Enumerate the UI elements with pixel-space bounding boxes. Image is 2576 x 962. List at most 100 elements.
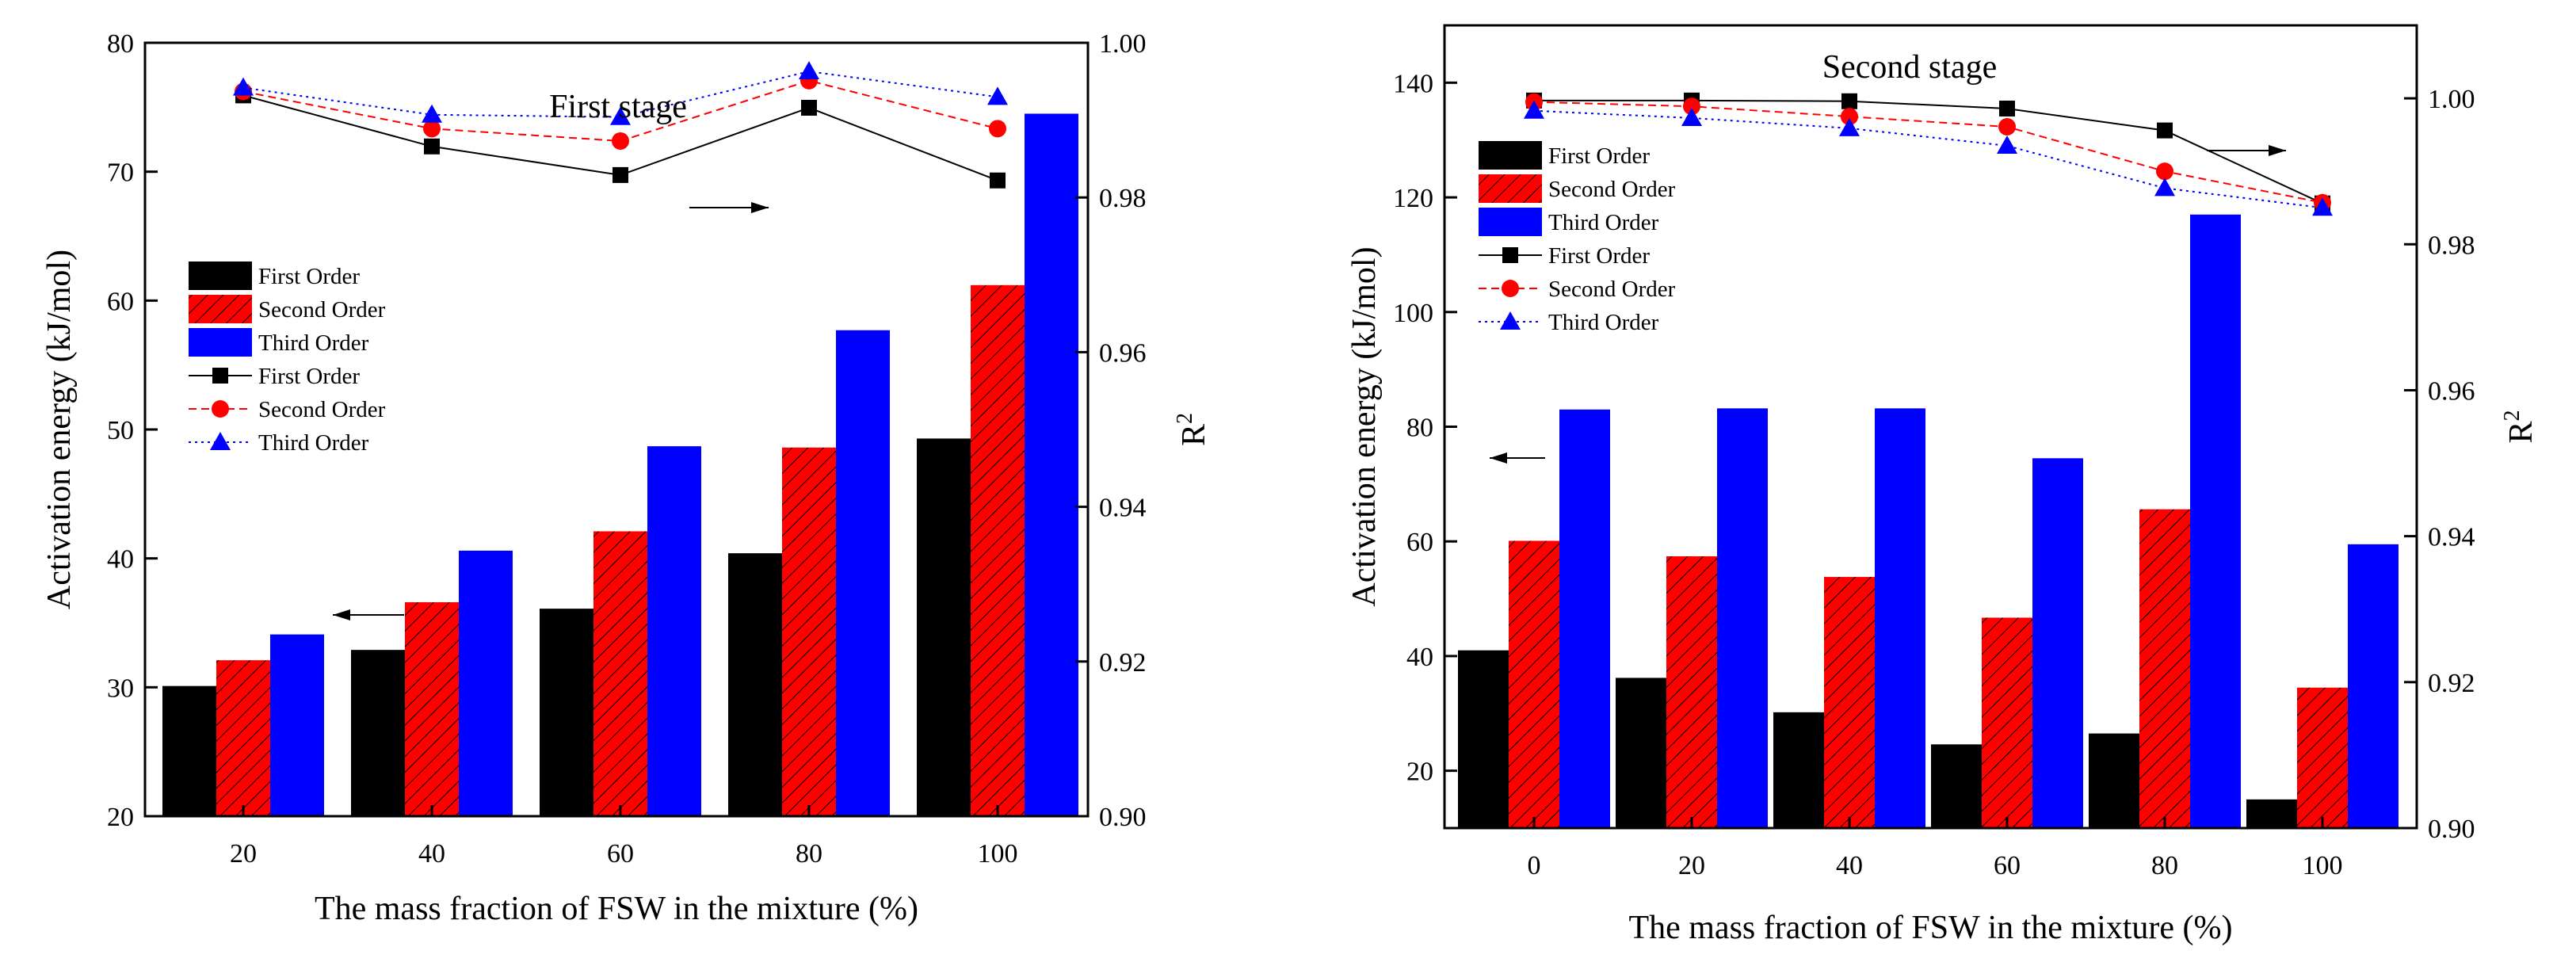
legend-label: First Order [1548, 243, 1650, 269]
y-tick-label: 40 [107, 545, 134, 575]
y-tick-label: 70 [107, 158, 134, 188]
x-axis-title: The mass fraction of FSW in the mixture … [315, 891, 918, 927]
legend-swatch-bar [1479, 141, 1542, 170]
bar-second-order-40 [1824, 577, 1875, 828]
point-r2-third-order-40 [1839, 117, 1860, 136]
y2-tick-label: 0.92 [1099, 648, 1147, 678]
legend-label: Second Order [258, 297, 386, 323]
bar-third-order-40 [459, 550, 513, 816]
bar-second-order-60 [1982, 617, 2032, 828]
x-tick-label: 20 [1678, 851, 1705, 880]
point-r2-second-order-80 [2156, 162, 2173, 181]
line-r2-first-order [1534, 99, 2323, 204]
x-tick-label: 40 [1836, 851, 1863, 880]
bar-first-order-40 [1773, 712, 1824, 828]
y2-tick-label: 0.98 [2428, 231, 2475, 260]
bar-first-order-80 [2089, 733, 2139, 828]
y-tick-label: 120 [1393, 184, 1433, 213]
y2-axis-title-base: R [2503, 421, 2540, 443]
bar-second-order-0 [1509, 540, 1559, 828]
x-tick-label: 0 [1528, 851, 1541, 880]
bar-second-order-60 [593, 531, 647, 816]
legend-swatch-bar [189, 261, 252, 290]
x-tick-label: 60 [607, 839, 634, 868]
bar-third-order-40 [1875, 408, 1925, 828]
legend-label: Third Order [258, 330, 369, 356]
x-axis-title: The mass fraction of FSW in the mixture … [1628, 910, 2232, 946]
point-r2-second-order-60 [1998, 118, 2016, 136]
point-r2-third-order-60 [1997, 135, 2017, 154]
bar-third-order-100 [2348, 544, 2399, 828]
bar-first-order-100 [2246, 799, 2297, 828]
y-axis-title: Activation energy (kJ/mol) [1346, 246, 1383, 606]
point-r2-second-order-60 [612, 132, 629, 150]
legend-label: First Order [258, 264, 360, 289]
y2-tick-label: 1.00 [2428, 85, 2475, 114]
bar-second-order-80 [782, 447, 836, 816]
legend-label: First Order [258, 364, 360, 389]
chart-panel-first-stage: 20 30 40 50 60 70 80 0.90 0.92 0.94 0.96 0.98 1.00 20… [41, 29, 1212, 927]
line-r2-second-order [1533, 101, 2323, 204]
arrow-head-1 [333, 609, 350, 620]
y-tick-label: 60 [107, 287, 134, 316]
x-tick-label: 40 [418, 839, 445, 868]
y-tick-label: 60 [1406, 528, 1433, 557]
bar-second-order-40 [405, 601, 459, 816]
point-r2-second-order-40 [1841, 108, 1858, 126]
y2-axis-title-superscript: 2 [1173, 413, 1197, 424]
legend-marker [1502, 280, 1519, 297]
bar-first-order-20 [1616, 678, 1666, 828]
bar-first-order-100 [917, 438, 971, 816]
point-r2-second-order-40 [423, 120, 441, 138]
legend-marker [1502, 247, 1518, 263]
point-r2-second-order-20 [1683, 97, 1700, 116]
y2-tick-label: 0.96 [2428, 376, 2475, 406]
x-tick-label: 80 [2151, 851, 2178, 880]
legend-label: First Order [1548, 143, 1650, 169]
point-r2-third-order-0 [1524, 100, 1544, 119]
bar-third-order-20 [1717, 408, 1768, 828]
y-tick-label: 80 [107, 29, 134, 59]
y2-tick-label: 0.94 [1099, 494, 1147, 523]
legend-label: Second Order [258, 397, 386, 422]
point-r2-first-order-80 [2157, 122, 2173, 139]
legend-marker [1500, 311, 1521, 330]
legend-label: Second Order [1548, 177, 1676, 202]
y2-tick-label: 0.94 [2428, 523, 2475, 552]
chart-panel-second-stage: 204060801001201400.900.920.940.960.981.0… [1346, 24, 2540, 946]
point-r2-third-order-80 [2154, 178, 2175, 197]
y-tick-label: 40 [1406, 643, 1433, 672]
y2-axis-title: R2 [2500, 410, 2540, 443]
point-r2-third-order-40 [422, 104, 442, 123]
bar-first-order-80 [728, 553, 782, 816]
point-r2-first-order-60 [1999, 100, 2015, 116]
y2-axis-title: R2 [1173, 413, 1212, 446]
bar-first-order-0 [1458, 650, 1509, 828]
bar-first-order-60 [1931, 744, 1982, 828]
point-r2-third-order-20 [233, 77, 254, 96]
bar-third-order-60 [2032, 458, 2083, 828]
bar-second-order-20 [216, 660, 270, 816]
bar-first-order-40 [351, 650, 405, 816]
legend-swatch-bar [189, 328, 252, 357]
point-r2-first-order-40 [1841, 93, 1857, 109]
point-r2-first-order-40 [424, 138, 440, 155]
point-r2-third-order-60 [610, 106, 631, 125]
chart-title: First stage [549, 89, 687, 125]
y-tick-label: 80 [1406, 414, 1433, 443]
point-r2-second-order-100 [989, 120, 1006, 138]
x-tick-label: 20 [230, 839, 257, 868]
bar-second-order-80 [2139, 509, 2190, 828]
y-tick-label: 50 [107, 416, 134, 445]
y2-tick-label: 0.92 [2428, 669, 2475, 698]
bar-third-order-0 [1559, 409, 1610, 828]
arrow-head-0 [2269, 145, 2286, 156]
point-r2-first-order-60 [613, 166, 628, 183]
arrow-head-0 [751, 202, 769, 213]
point-r2-third-order-80 [799, 61, 819, 80]
bar-third-order-80 [2190, 214, 2241, 828]
point-r2-first-order-80 [801, 99, 817, 116]
line-r2-third-order [1533, 109, 2323, 209]
arrow-head-1 [1490, 452, 1507, 464]
